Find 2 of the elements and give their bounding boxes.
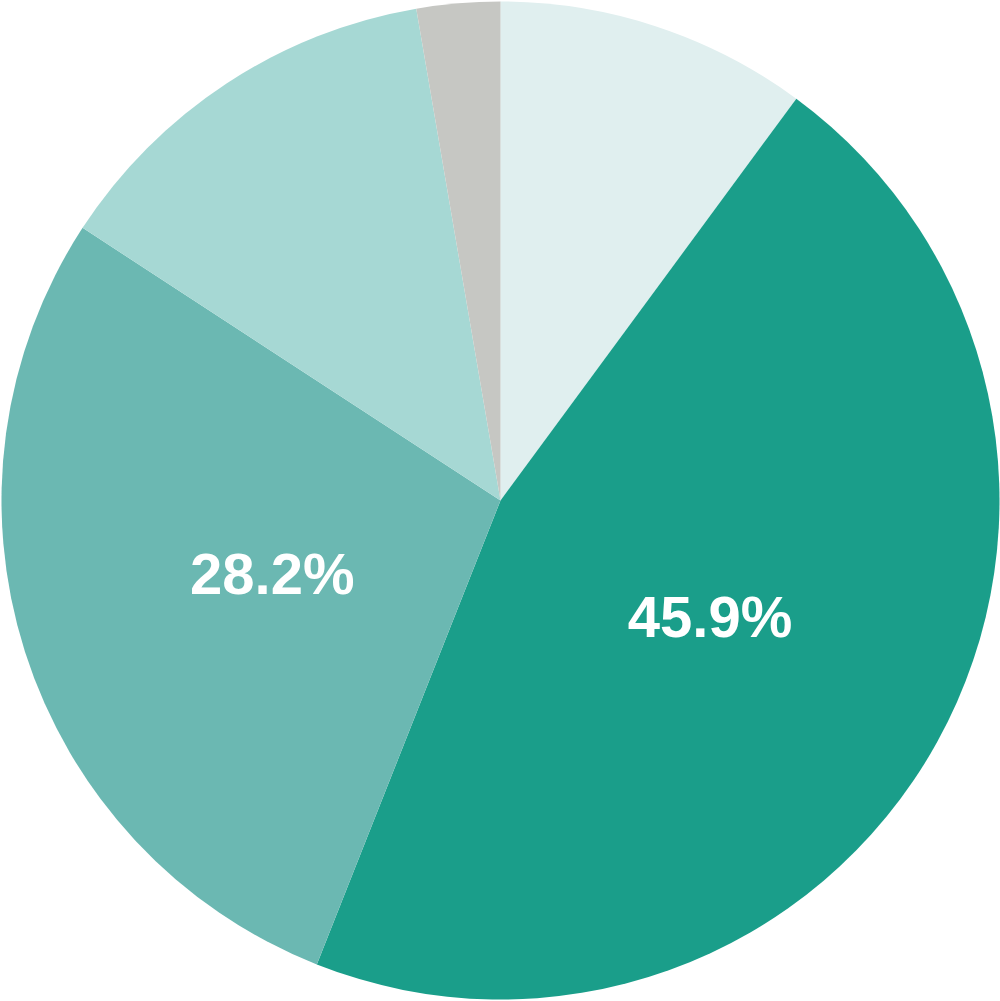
- data-label: 45.9%: [627, 584, 793, 650]
- data-label: 28.2%: [190, 540, 355, 606]
